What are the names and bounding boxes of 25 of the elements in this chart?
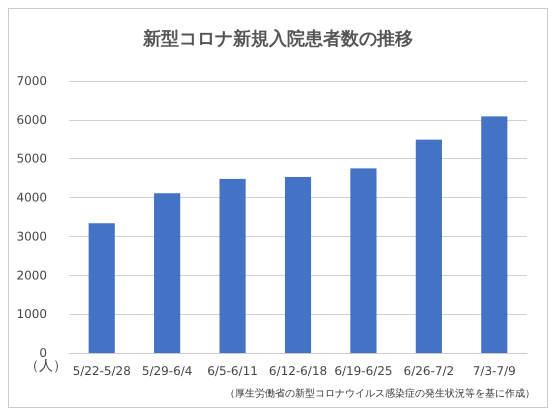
x-tick-label: 6/19-6/25 [334, 364, 393, 378]
y-tick-label: 3000 [16, 229, 47, 244]
y-tick-label: 2000 [16, 268, 47, 282]
bar [284, 176, 312, 353]
y-tick-label: 4000 [16, 190, 47, 205]
x-tick-label: 5/22-5/28 [72, 364, 131, 378]
y-tick-label: 5000 [16, 152, 47, 166]
y-tick-label: 0 [39, 346, 47, 360]
y-tick-label: 7000 [16, 74, 47, 88]
bar [416, 140, 442, 353]
chart-title: 新型コロナ新規入院患者数の推移 [142, 28, 413, 50]
y-tick-label: 1000 [16, 307, 47, 322]
bar [219, 178, 246, 353]
x-tick-label: 6/12-6/18 [268, 364, 328, 378]
y-axis-title: （人） [25, 358, 67, 374]
x-tick-label: 6/5-6/11 [207, 364, 258, 378]
y-tick-label: 6000 [16, 112, 47, 127]
x-tick-label: 7/3-7/9 [472, 364, 516, 378]
bar [88, 223, 115, 353]
text: （厚生労働省の新型コロナウイルス感染症の発生状況等を基に作成） [225, 388, 535, 400]
x-tick-label: 6/26-7/2 [404, 364, 454, 378]
bar [154, 193, 180, 353]
x-tick-label: 5/29-6/4 [142, 364, 192, 378]
bar [481, 116, 508, 353]
bar [350, 168, 377, 353]
